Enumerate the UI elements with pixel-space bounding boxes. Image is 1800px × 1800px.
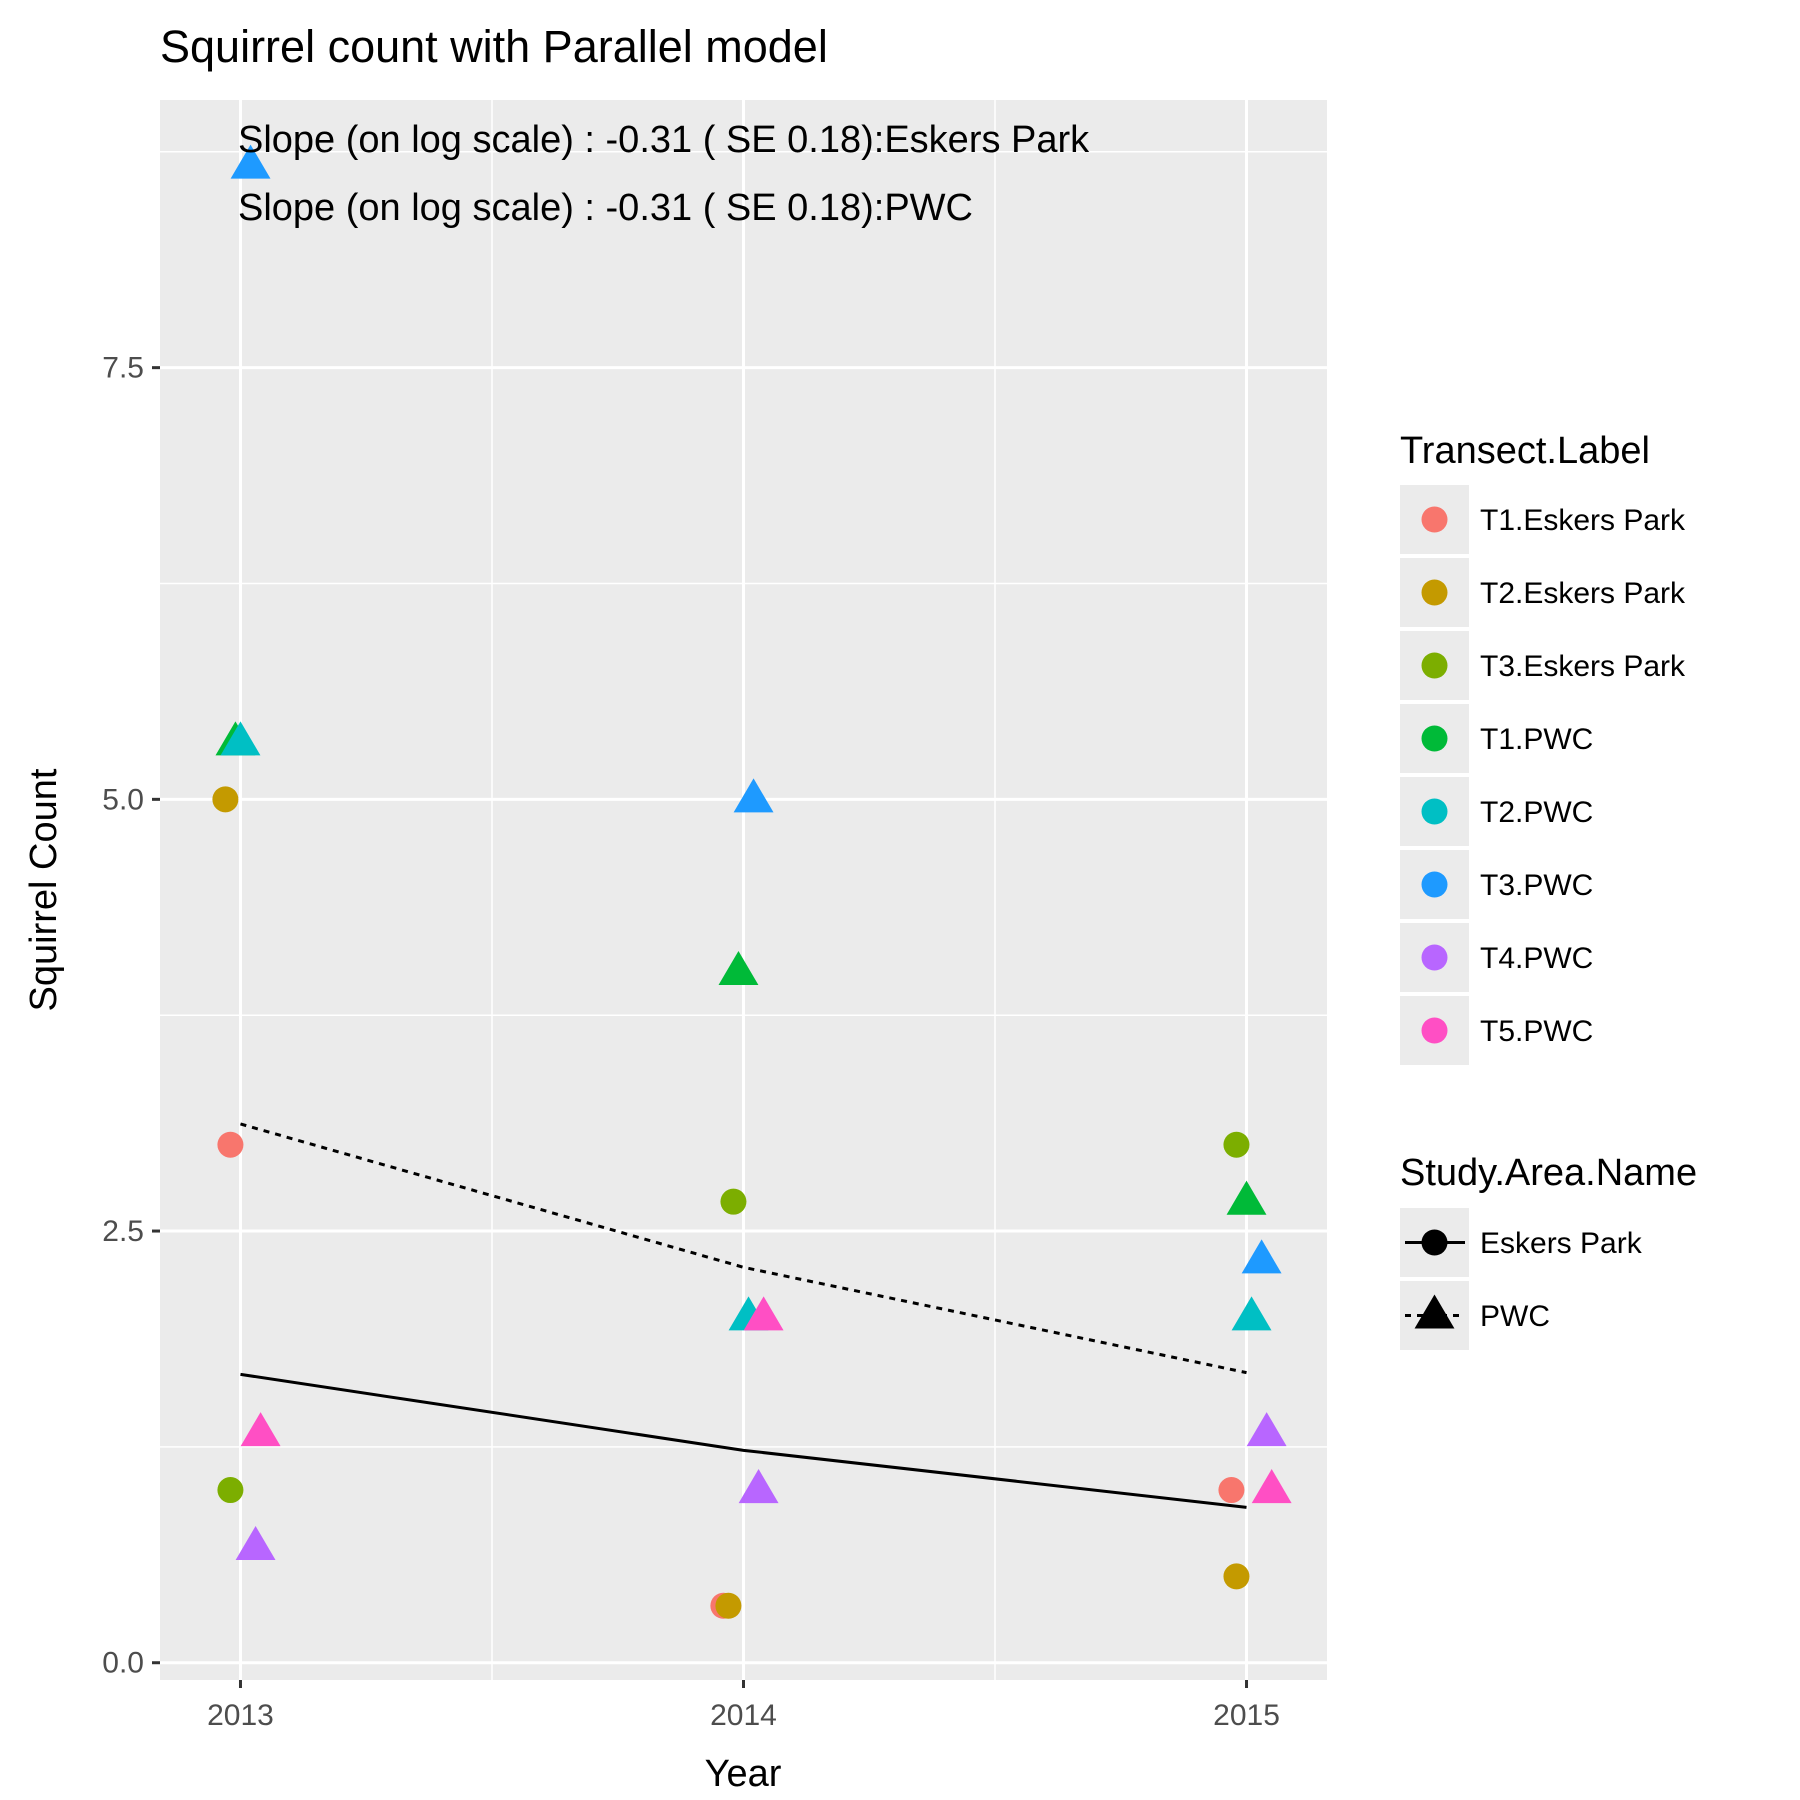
legend-color-swatch bbox=[1421, 798, 1448, 825]
data-point-triangle bbox=[240, 1412, 281, 1447]
legend-study-area-name: Study.Area.Name Eskers Park PWC bbox=[1400, 1152, 1697, 1350]
legend-title: Transect.Label bbox=[1400, 430, 1650, 472]
data-point-circle bbox=[1223, 1131, 1250, 1158]
y-tick-label: 2.5 bbox=[102, 1215, 144, 1248]
legend-entry-label: T2.PWC bbox=[1480, 796, 1593, 829]
major-gridlines bbox=[160, 100, 1327, 1680]
fit-line-solid bbox=[240, 1372, 1247, 1509]
y-axis: 0.0 2.5 5.0 7.5 bbox=[102, 352, 160, 1680]
legend-entry-label: Eskers Park bbox=[1480, 1227, 1643, 1260]
fit-line-dotted bbox=[240, 1122, 1247, 1375]
data-point-triangle bbox=[235, 1526, 276, 1561]
slope-annotation-eskers: Slope (on log scale) : -0.31 ( SE 0.18):… bbox=[238, 119, 1090, 161]
data-point-triangle bbox=[1251, 1469, 1292, 1504]
legend-entry-label: PWC bbox=[1480, 1300, 1550, 1333]
data-point-triangle bbox=[733, 778, 774, 813]
legend-color-swatch bbox=[1421, 725, 1448, 752]
legend-entry-label: T4.PWC bbox=[1480, 942, 1593, 975]
legend-shape-circle bbox=[1421, 1229, 1448, 1256]
data-point-circle bbox=[1223, 1563, 1250, 1590]
slope-annotation-pwc: Slope (on log scale) : -0.31 ( SE 0.18):… bbox=[238, 187, 973, 229]
x-tick-label: 2013 bbox=[207, 1699, 274, 1732]
chart-title: Squirrel count with Parallel model bbox=[160, 21, 828, 72]
legend-shape-triangle bbox=[1414, 1294, 1455, 1329]
legend-entry-label: T3.PWC bbox=[1480, 869, 1593, 902]
legend-entry-label: T1.PWC bbox=[1480, 723, 1593, 756]
data-point-circle bbox=[217, 1131, 244, 1158]
y-axis-title: Squirrel Count bbox=[23, 768, 65, 1011]
data-point-triangle bbox=[1226, 1180, 1267, 1215]
legend-color-swatch bbox=[1421, 506, 1448, 533]
x-tick-label: 2014 bbox=[710, 1699, 777, 1732]
legend-entry-label: T2.Eskers Park bbox=[1480, 577, 1686, 610]
data-point-triangle bbox=[1241, 1239, 1282, 1274]
data-point-triangle bbox=[743, 1296, 784, 1331]
x-tick-label: 2015 bbox=[1213, 1699, 1280, 1732]
y-tick-label: 7.5 bbox=[102, 352, 144, 385]
data-point-circle bbox=[212, 786, 239, 813]
data-point-triangle bbox=[718, 951, 759, 986]
data-point-triangle bbox=[1231, 1296, 1272, 1331]
data-point-triangle bbox=[738, 1469, 779, 1504]
legend-title: Study.Area.Name bbox=[1400, 1152, 1697, 1194]
legend-entry-label: T5.PWC bbox=[1480, 1015, 1593, 1048]
data-point-circle bbox=[720, 1188, 747, 1215]
y-tick-label: 5.0 bbox=[102, 783, 144, 816]
legend-color-swatch bbox=[1421, 652, 1448, 679]
y-tick-label: 0.0 bbox=[102, 1647, 144, 1680]
data-point-circle bbox=[1218, 1477, 1245, 1504]
data-point-triangle bbox=[230, 144, 271, 179]
legend-color-swatch bbox=[1421, 579, 1448, 606]
x-axis-title: Year bbox=[705, 1753, 782, 1795]
legend-entry-label: T1.Eskers Park bbox=[1480, 504, 1686, 537]
fit-lines bbox=[240, 1122, 1247, 1509]
data-point-triangle bbox=[1246, 1412, 1287, 1447]
legend-color-swatch bbox=[1421, 1017, 1448, 1044]
data-point-circle bbox=[217, 1477, 244, 1504]
data-points bbox=[212, 144, 1292, 1619]
legend-entry-label: T3.Eskers Park bbox=[1480, 650, 1686, 683]
legend-transect-label: Transect.Label T1.Eskers Park T2.Eskers Pa… bbox=[1400, 430, 1686, 1065]
legend-color-swatch bbox=[1421, 871, 1448, 898]
legend-color-swatch bbox=[1421, 944, 1448, 971]
data-point-circle bbox=[715, 1592, 742, 1619]
data-point-triangle bbox=[220, 721, 261, 756]
x-axis: 2013 2014 2015 bbox=[207, 1680, 1280, 1732]
